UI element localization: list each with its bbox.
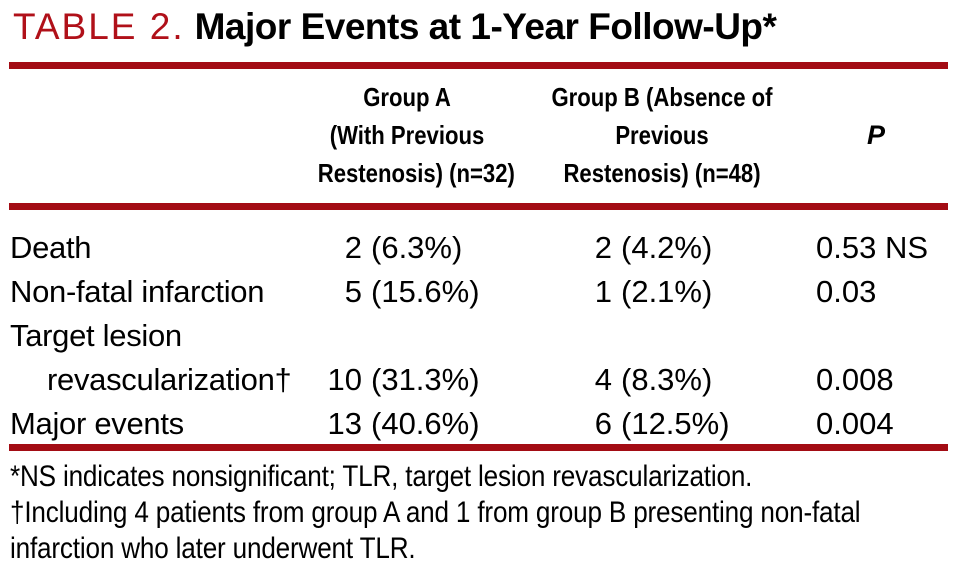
header-p-value: P <box>867 119 886 150</box>
table-row-death: Death 2 (6.3%) 2 (4.2%) 0.53 NS <box>0 226 958 270</box>
header-spacer <box>0 78 302 192</box>
header-group-b-line3: Restenosis) (n=48) <box>563 158 761 188</box>
group-b-value: 2 (4.2%) <box>594 230 713 265</box>
header-group-b: Group B (Absence of Previous Restenosis)… <box>512 78 812 192</box>
table-number: TABLE 2. <box>13 6 185 47</box>
table-header-row: Group A (With Previous Restenosis) (n=32… <box>0 78 958 192</box>
table-title-text: Major Events at 1-Year Follow-Up* <box>194 6 777 47</box>
row-label: Non-fatal infarction <box>10 274 265 309</box>
header-group-a: Group A (With Previous Restenosis) (n=32… <box>302 78 515 192</box>
table-title: TABLE 2. Major Events at 1-Year Follow-Up… <box>13 4 777 50</box>
header-group-b-line2: Previous <box>615 120 709 150</box>
group-b-value: 1 (2.1%) <box>594 274 713 309</box>
header-group-a-line1: Group A <box>363 82 451 112</box>
top-rule <box>9 62 948 69</box>
footnote-dagger-line2: infarction who later underwent TLR. <box>10 532 416 565</box>
header-group-a-line2: (With Previous <box>329 120 485 150</box>
p-value: 0.03 <box>816 274 877 309</box>
p-value: 0.008 <box>816 362 894 397</box>
group-a-value: 2 (6.3%) <box>344 230 463 265</box>
header-group-b-line1: Group B (Absence of <box>551 82 773 112</box>
header-rule <box>9 203 948 210</box>
table-row-tlr: Target lesion revascularization† 10 (31.… <box>0 314 958 402</box>
footnotes: *NS indicates nonsignificant; TLR, targe… <box>10 459 958 567</box>
group-a-value: 5 (15.6%) <box>344 274 480 309</box>
header-group-a-line3: Restenosis) (n=32) <box>317 158 515 188</box>
footnote-dagger-line1: †Including 4 patients from group A and 1… <box>10 496 861 529</box>
group-a-value: 10 (31.3%) <box>327 362 480 397</box>
table-body: Death 2 (6.3%) 2 (4.2%) 0.53 NS Non-fata… <box>0 226 958 446</box>
table-row-nonfatal-infarction: Non-fatal infarction 5 (15.6%) 1 (2.1%) … <box>0 270 958 314</box>
bottom-rule <box>9 444 948 451</box>
group-a-value: 13 (40.6%) <box>327 406 480 441</box>
group-b-value: 6 (12.5%) <box>594 406 730 441</box>
table-row-major-events: Major events 13 (40.6%) 6 (12.5%) 0.004 <box>0 402 958 446</box>
footnote-ns-tlr: *NS indicates nonsignificant; TLR, targe… <box>10 460 753 493</box>
row-label: Target lesion revascularization† <box>10 318 292 397</box>
p-value: 0.004 <box>816 406 894 441</box>
row-label: Death <box>10 230 92 265</box>
row-label: Major events <box>10 406 184 441</box>
p-value: 0.53 NS <box>816 230 929 265</box>
group-b-value: 4 (8.3%) <box>594 362 713 397</box>
